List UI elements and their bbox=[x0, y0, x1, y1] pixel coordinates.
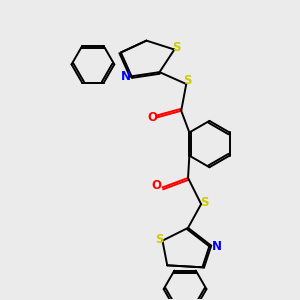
Text: S: S bbox=[183, 74, 191, 87]
Text: S: S bbox=[200, 196, 209, 209]
Text: S: S bbox=[172, 41, 181, 54]
Text: O: O bbox=[152, 179, 161, 193]
Text: N: N bbox=[121, 70, 131, 83]
Text: N: N bbox=[212, 240, 222, 253]
Text: S: S bbox=[155, 233, 163, 246]
Text: O: O bbox=[147, 111, 157, 124]
